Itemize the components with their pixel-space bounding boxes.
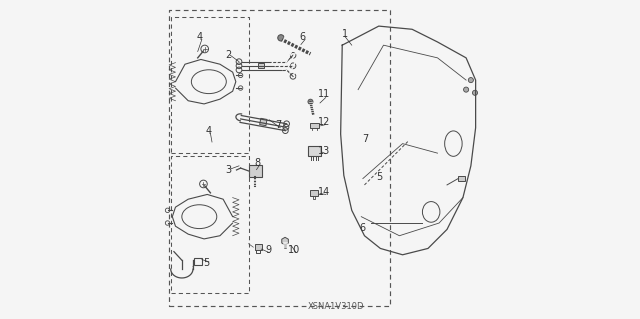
Text: 13: 13	[318, 146, 330, 156]
Bar	[194, 258, 202, 265]
FancyBboxPatch shape	[308, 146, 321, 156]
Circle shape	[278, 35, 284, 41]
Circle shape	[308, 99, 313, 104]
Text: 7: 7	[275, 120, 281, 130]
FancyBboxPatch shape	[255, 244, 262, 250]
Text: 1: 1	[342, 29, 348, 39]
Bar	[260, 118, 267, 126]
Circle shape	[472, 90, 477, 95]
Text: 6: 6	[360, 223, 366, 233]
Bar	[258, 63, 264, 68]
Text: 9: 9	[265, 245, 271, 255]
Text: 14: 14	[318, 187, 330, 197]
Circle shape	[463, 87, 468, 92]
Bar	[458, 176, 465, 181]
Text: 12: 12	[318, 117, 330, 127]
Text: 3: 3	[225, 165, 231, 175]
Text: 7: 7	[362, 134, 369, 144]
Text: 8: 8	[254, 158, 260, 168]
FancyBboxPatch shape	[248, 165, 262, 177]
Text: 5: 5	[376, 172, 383, 182]
Text: 2: 2	[225, 50, 231, 60]
Text: 6: 6	[300, 32, 305, 42]
FancyBboxPatch shape	[310, 190, 318, 196]
Circle shape	[468, 78, 474, 83]
Text: 11: 11	[318, 89, 330, 100]
Text: 4: 4	[205, 126, 211, 136]
Text: XSNA1V310D: XSNA1V310D	[308, 302, 364, 311]
FancyBboxPatch shape	[310, 123, 319, 128]
Text: 5: 5	[204, 258, 210, 268]
Text: 10: 10	[288, 245, 300, 255]
Text: 4: 4	[196, 32, 202, 42]
